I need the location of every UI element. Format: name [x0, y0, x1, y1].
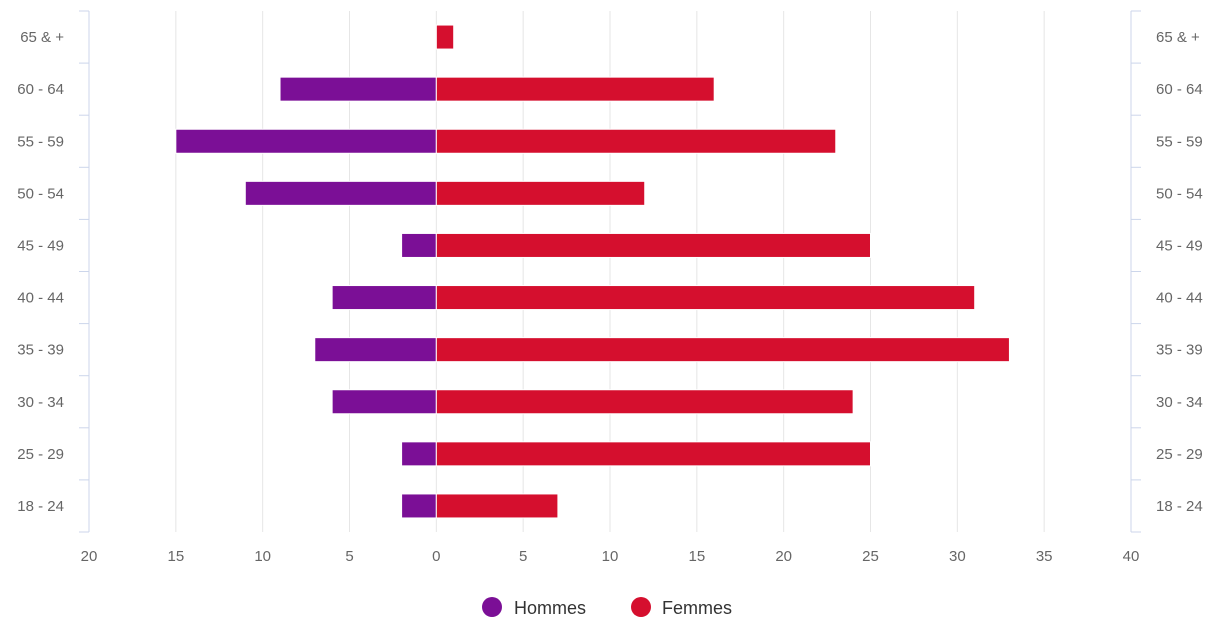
y-tick-label-left: 35 - 39	[17, 342, 64, 359]
y-tick-label-right: 30 - 34	[1156, 394, 1203, 411]
legend-marker-femmes[interactable]	[631, 597, 651, 617]
y-tick-label-right: 18 - 24	[1156, 498, 1203, 515]
legend-marker-hommes[interactable]	[482, 597, 502, 617]
y-tick-label-left: 45 - 49	[17, 237, 64, 254]
y-tick-labels-right: 65 & + 60 - 64 55 - 59 50 - 54 45 - 49 40 - 4…	[1156, 29, 1203, 515]
y-tick-label-left: 30 - 34	[17, 394, 64, 411]
bar-hommes-2[interactable]	[175, 128, 437, 154]
bar-femmes-8[interactable]	[435, 441, 871, 467]
y-tick-labels-left: 65 & + 60 - 64 55 - 59 50 - 54 45 - 49 40 - 4…	[17, 29, 64, 515]
x-tick-label: 20	[775, 548, 792, 565]
y-tick-label-right: 60 - 64	[1156, 81, 1203, 98]
bars	[175, 24, 1010, 519]
x-tick-labels: 20 15 10 5 0 5 10 15 20 25 30 35 40	[81, 548, 1140, 565]
bar-hommes-9[interactable]	[401, 493, 437, 519]
bar-hommes-7[interactable]	[331, 389, 437, 415]
x-tick-label: 10	[254, 548, 271, 565]
bar-hommes-5[interactable]	[331, 285, 437, 311]
bar-femmes-7[interactable]	[435, 389, 854, 415]
x-tick-label: 20	[81, 548, 98, 565]
bar-femmes-5[interactable]	[435, 285, 976, 311]
y-tick-label-left: 50 - 54	[17, 185, 64, 202]
y-tick-label-right: 25 - 29	[1156, 446, 1203, 463]
x-tick-label: 15	[688, 548, 705, 565]
bar-femmes-6[interactable]	[435, 337, 1010, 363]
axes	[79, 10, 1141, 533]
legend-label-femmes[interactable]: Femmes	[662, 598, 732, 618]
x-tick-label: 30	[949, 548, 966, 565]
bar-femmes-0[interactable]	[435, 24, 455, 50]
y-tick-label-right: 45 - 49	[1156, 237, 1203, 254]
y-tick-label-right: 35 - 39	[1156, 342, 1203, 359]
bar-hommes-3[interactable]	[244, 180, 437, 206]
bar-femmes-1[interactable]	[435, 76, 715, 102]
x-tick-label: 10	[602, 548, 619, 565]
y-tick-label-left: 65 & +	[20, 29, 64, 46]
y-tick-label-left: 60 - 64	[17, 81, 64, 98]
x-tick-label: 0	[432, 548, 440, 565]
x-tick-label: 5	[345, 548, 353, 565]
x-tick-label: 25	[862, 548, 879, 565]
y-tick-label-left: 25 - 29	[17, 446, 64, 463]
y-tick-label-right: 40 - 44	[1156, 290, 1203, 307]
x-tick-label: 35	[1036, 548, 1053, 565]
y-tick-label-right: 55 - 59	[1156, 133, 1203, 150]
bar-hommes-4[interactable]	[401, 232, 437, 258]
x-tick-label: 15	[167, 548, 184, 565]
legend: Hommes Femmes	[482, 597, 732, 618]
y-tick-label-left: 18 - 24	[17, 498, 64, 515]
legend-label-hommes[interactable]: Hommes	[514, 598, 586, 618]
bar-femmes-3[interactable]	[435, 180, 646, 206]
y-tick-label-left: 55 - 59	[17, 133, 64, 150]
bar-femmes-9[interactable]	[435, 493, 559, 519]
x-tick-label: 40	[1123, 548, 1140, 565]
bar-femmes-2[interactable]	[435, 128, 837, 154]
bar-hommes-1[interactable]	[279, 76, 437, 102]
bar-hommes-6[interactable]	[314, 337, 437, 363]
bar-hommes-8[interactable]	[401, 441, 437, 467]
bar-femmes-4[interactable]	[435, 232, 871, 258]
x-tick-label: 5	[519, 548, 527, 565]
y-tick-label-left: 40 - 44	[17, 290, 64, 307]
y-tick-label-right: 50 - 54	[1156, 185, 1203, 202]
y-tick-label-right: 65 & +	[1156, 29, 1200, 46]
